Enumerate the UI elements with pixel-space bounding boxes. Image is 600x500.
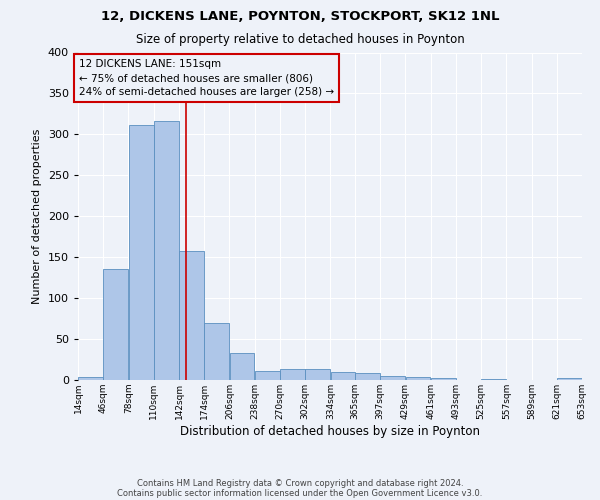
Bar bbox=[280, 368, 305, 380]
Text: 12 DICKENS LANE: 151sqm
← 75% of detached houses are smaller (806)
24% of semi-d: 12 DICKENS LANE: 151sqm ← 75% of detache… bbox=[79, 59, 334, 97]
Bar bbox=[103, 270, 128, 380]
Bar bbox=[154, 122, 179, 380]
X-axis label: Distribution of detached houses by size in Poynton: Distribution of detached houses by size … bbox=[180, 424, 480, 438]
Text: Contains HM Land Registry data © Crown copyright and database right 2024.: Contains HM Land Registry data © Crown c… bbox=[137, 478, 463, 488]
Bar bbox=[179, 250, 204, 380]
Bar bbox=[78, 376, 103, 380]
Bar bbox=[305, 368, 330, 380]
Bar bbox=[406, 376, 430, 380]
Text: 12, DICKENS LANE, POYNTON, STOCKPORT, SK12 1NL: 12, DICKENS LANE, POYNTON, STOCKPORT, SK… bbox=[101, 10, 499, 23]
Bar bbox=[255, 371, 280, 380]
Bar bbox=[431, 378, 455, 380]
Bar bbox=[481, 379, 506, 380]
Bar bbox=[230, 353, 254, 380]
Y-axis label: Number of detached properties: Number of detached properties bbox=[32, 128, 42, 304]
Bar bbox=[380, 376, 405, 380]
Bar bbox=[557, 378, 582, 380]
Bar bbox=[205, 322, 229, 380]
Text: Size of property relative to detached houses in Poynton: Size of property relative to detached ho… bbox=[136, 32, 464, 46]
Bar bbox=[331, 372, 355, 380]
Bar bbox=[355, 374, 380, 380]
Bar bbox=[128, 126, 154, 380]
Text: Contains public sector information licensed under the Open Government Licence v3: Contains public sector information licen… bbox=[118, 488, 482, 498]
